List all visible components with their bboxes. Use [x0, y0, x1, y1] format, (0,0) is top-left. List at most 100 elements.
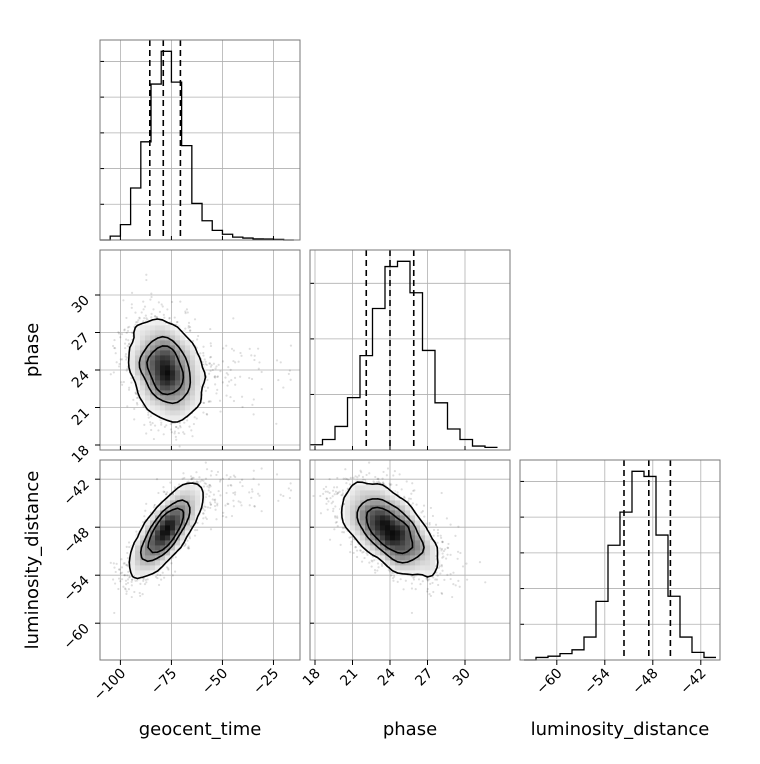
sample-point: [175, 556, 177, 558]
density-cell: [160, 380, 165, 385]
sample-point: [227, 503, 229, 505]
sample-point: [163, 577, 165, 579]
sample-point: [170, 562, 172, 564]
sample-point: [168, 317, 170, 319]
sample-point: [261, 388, 263, 390]
sample-point: [215, 392, 217, 394]
sample-point: [131, 596, 133, 598]
density-cell: [130, 350, 135, 355]
sample-point: [121, 578, 123, 580]
sample-point: [214, 367, 216, 369]
sample-point: [222, 512, 224, 514]
sample-point: [233, 505, 235, 507]
density-cell: [135, 340, 140, 345]
sample-point: [198, 476, 200, 478]
density-cell: [140, 335, 145, 340]
sample-point: [118, 363, 120, 365]
sample-point: [175, 426, 177, 428]
density-cell: [175, 410, 180, 415]
sample-point: [121, 333, 123, 335]
sample-point: [163, 317, 165, 319]
sample-point: [250, 497, 252, 499]
density-cell: [185, 350, 190, 355]
histogram-panel-luminosity_distance: [520, 460, 720, 660]
sample-point: [225, 395, 227, 397]
sample-point: [210, 366, 212, 368]
sample-point: [118, 577, 120, 579]
sample-point: [257, 348, 259, 350]
sample-point: [110, 562, 112, 564]
sample-point: [195, 471, 197, 473]
sample-point: [116, 361, 118, 363]
density-cell: [180, 390, 185, 395]
sample-point: [142, 301, 144, 303]
sample-point: [152, 308, 154, 310]
density-cell: [170, 395, 175, 400]
sample-point: [113, 339, 115, 341]
density-cell: [145, 395, 150, 400]
sample-point: [202, 522, 204, 524]
sample-point: [143, 515, 145, 517]
sample-point: [228, 380, 230, 382]
scatter-panel-geocent_time-luminosity_distance: [100, 445, 305, 660]
density-cell: [145, 325, 150, 330]
sample-point: [160, 424, 162, 426]
sample-point: [253, 470, 255, 472]
sample-point: [233, 349, 235, 351]
density-cell: [140, 340, 145, 345]
sample-point: [131, 303, 133, 305]
density-cell: [160, 375, 165, 380]
sample-point: [157, 429, 159, 431]
sample-point: [175, 439, 177, 441]
sample-point: [251, 404, 253, 406]
sample-point: [131, 584, 133, 586]
sample-point: [216, 376, 218, 378]
sample-point: [208, 484, 210, 486]
sample-point: [139, 317, 141, 319]
sample-point: [222, 347, 224, 349]
density-cell: [135, 370, 140, 375]
sample-point: [231, 515, 233, 517]
sample-point: [162, 572, 164, 574]
sample-point: [209, 507, 211, 509]
sample-point: [128, 588, 130, 590]
density-cell: [150, 330, 155, 335]
density-cell: [160, 405, 165, 410]
sample-point: [139, 592, 141, 594]
sample-point: [232, 500, 234, 502]
density-cell: [165, 385, 170, 390]
sample-point: [210, 345, 212, 347]
sample-point: [169, 481, 171, 483]
sample-point: [163, 314, 165, 316]
sample-point: [156, 577, 158, 579]
density-cell: [185, 400, 190, 405]
panel-content: [100, 250, 305, 458]
density-cell: [175, 365, 180, 370]
sample-point: [214, 501, 216, 503]
sample-point: [208, 373, 210, 375]
density-cell: [160, 370, 165, 375]
sample-point: [226, 384, 228, 386]
sample-point: [177, 427, 179, 429]
density-cell: [185, 405, 190, 410]
density-cell: [155, 405, 160, 410]
sample-point: [120, 381, 122, 383]
sample-point: [205, 462, 207, 464]
density-cell: [165, 380, 170, 385]
sample-point: [145, 279, 147, 281]
density-cell: [175, 405, 180, 410]
sample-point: [241, 479, 243, 481]
sample-point: [145, 315, 147, 317]
sample-point: [126, 590, 128, 592]
sample-point: [209, 491, 211, 493]
sample-point: [145, 432, 147, 434]
sample-point: [127, 578, 129, 580]
sample-point: [139, 595, 141, 597]
sample-point: [125, 338, 127, 340]
density-cell: [165, 355, 170, 360]
sample-point: [202, 346, 204, 348]
sample-point: [150, 316, 152, 318]
sample-point: [134, 312, 136, 314]
sample-point: [136, 321, 138, 323]
